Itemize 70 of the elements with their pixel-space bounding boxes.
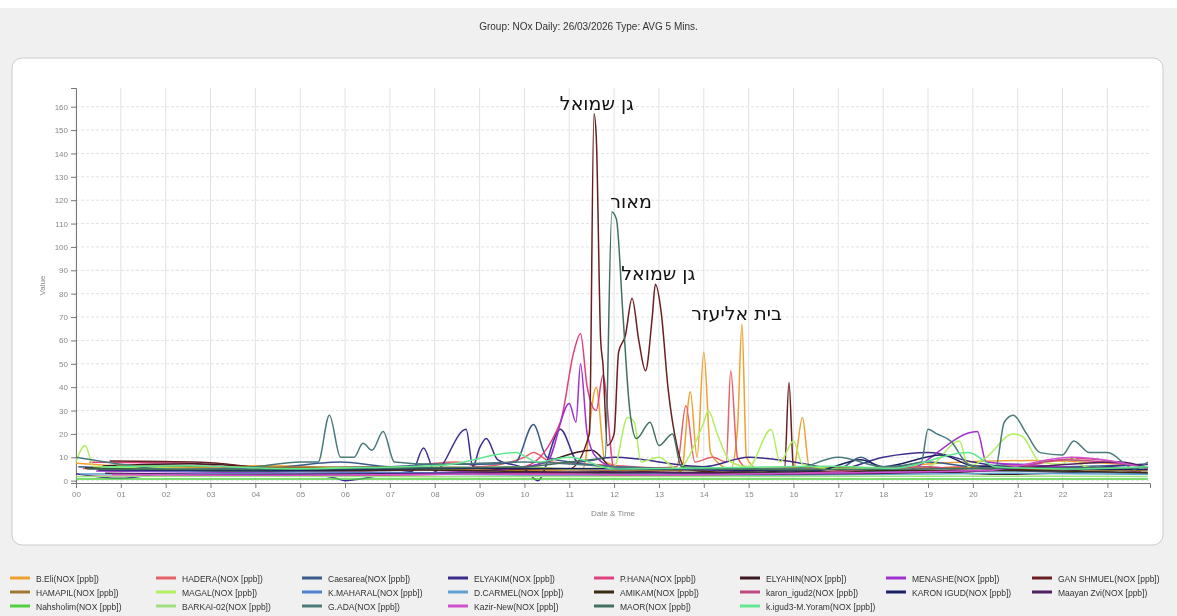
x-tick-label: 20	[968, 489, 979, 499]
x-tick-label: 03	[206, 489, 217, 499]
y-axis-title: Value	[38, 275, 47, 296]
y-tick-label: 80	[59, 289, 69, 299]
legend-label: Kazir-New(NOX [ppb])	[474, 601, 559, 612]
x-tick-label: 23	[1103, 489, 1113, 499]
y-tick-label: 20	[59, 429, 69, 439]
x-axis-title: Date & Time	[590, 509, 636, 518]
legend-label: K.MAHARAL(NOX [ppb])	[328, 587, 423, 598]
legend-label: KARON IGUD(NOX [ppb])	[912, 587, 1012, 598]
y-tick-label: 110	[55, 219, 69, 229]
y-tick-label: 70	[59, 313, 69, 323]
legend-label: BARKAI-02(NOX [ppb])	[182, 601, 271, 612]
annotation: גן שמואל	[621, 262, 696, 285]
x-tick-label: 05	[296, 489, 306, 499]
legend-label: AMIKAM(NOX [ppb])	[620, 587, 700, 598]
x-tick-label: 16	[789, 489, 799, 499]
x-tick-label: 13	[655, 489, 665, 499]
x-tick-label: 00	[72, 489, 82, 499]
legend-label: HAMAPIL(NOX [ppb])	[36, 587, 119, 598]
legend-label: G.ADA(NOX [ppb])	[328, 601, 400, 612]
x-tick-label: 22	[1058, 489, 1069, 499]
legend-label: D.CARMEL(NOX [ppb])	[474, 587, 564, 598]
legend-label: ELYAKIM(NOX [ppb])	[474, 573, 556, 584]
y-tick-label: 120	[54, 196, 69, 206]
annotation: מאור	[610, 189, 652, 212]
x-tick-label: 04	[251, 489, 261, 499]
x-tick-label: 14	[699, 489, 710, 499]
legend-label: karon_igud2(NOX [ppb])	[766, 587, 859, 598]
x-tick-label: 06	[341, 489, 351, 499]
annotation: בית אליעזר	[691, 302, 782, 325]
legend-label: k.igud3-M.Yoram(NOX [ppb])	[766, 601, 876, 612]
y-tick-label: 140	[54, 149, 69, 159]
x-tick-label: 18	[879, 489, 889, 499]
y-tick-label: 90	[59, 266, 69, 276]
legend-label: GAN SHMUEL(NOX [ppb])	[1058, 573, 1160, 584]
legend-label: MENASHE(NOX [ppb])	[912, 573, 1000, 584]
legend-label: MAOR(NOX [ppb])	[620, 601, 692, 612]
x-tick-label: 09	[475, 489, 486, 499]
legend-label: Nahsholim(NOX [ppb])	[36, 601, 122, 612]
x-tick-label: 07	[385, 489, 396, 499]
y-tick-label: 10	[59, 453, 69, 463]
legend-label: Caesarea(NOX [ppb])	[328, 573, 411, 584]
legend-label: ELYAHIN(NOX [ppb])	[766, 573, 847, 584]
y-tick-label: 0	[63, 476, 69, 486]
y-tick-label: 100	[54, 242, 69, 252]
legend-label: HADERA(NOX [ppb])	[182, 573, 263, 584]
x-tick-label: 11	[565, 489, 575, 499]
x-tick-label: 10	[520, 489, 530, 499]
y-tick-label: 30	[59, 406, 69, 416]
legend-label: MAGAL(NOX [ppb])	[182, 587, 258, 598]
chart-title: Group: NOx Daily: 26/03/2026 Type: AVG 5 Mins.	[479, 21, 698, 32]
x-tick-label: 17	[834, 489, 844, 499]
x-tick-label: 08	[430, 489, 441, 499]
y-tick-label: 40	[59, 383, 69, 393]
x-tick-label: 01	[116, 489, 127, 499]
y-tick-label: 50	[59, 359, 69, 369]
y-tick-label: 150	[54, 126, 69, 136]
x-tick-label: 12	[610, 489, 620, 499]
y-tick-label: 60	[59, 336, 69, 346]
x-tick-label: 21	[1013, 489, 1024, 499]
legend-label: Maayan Zvi(NOX [ppb])	[1058, 587, 1148, 598]
x-tick-label: 02	[161, 489, 172, 499]
x-tick-label: 19	[924, 489, 934, 499]
annotation: גן שמואל	[559, 91, 635, 114]
legend-label: P.HANA(NOX [ppb])	[620, 573, 697, 584]
y-tick-label: 160	[54, 102, 69, 112]
legend-label: B.Eli(NOX [ppb])	[36, 573, 99, 584]
y-tick-label: 130	[54, 172, 69, 182]
x-tick-label: 15	[744, 489, 755, 499]
